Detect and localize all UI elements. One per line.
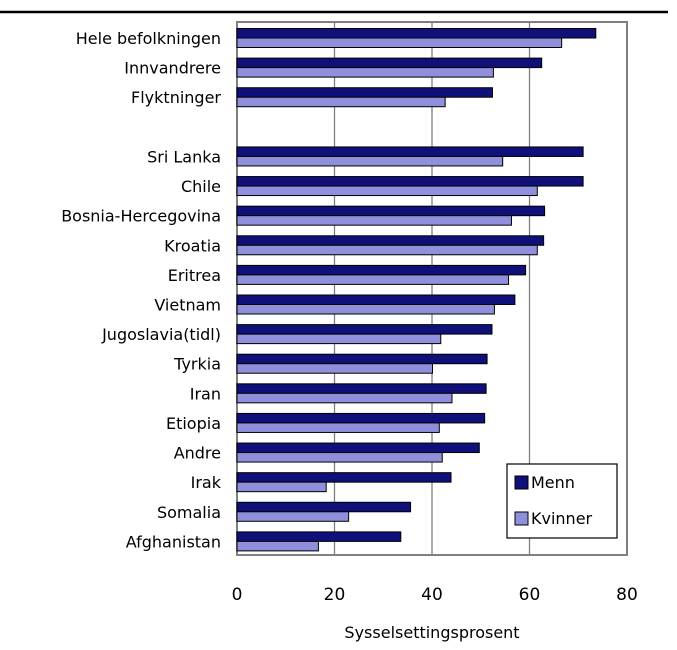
bar-kvinner-12 xyxy=(236,392,453,404)
category-label: Sri Lanka xyxy=(147,147,221,166)
category-label: Jugoslavia(tidl) xyxy=(101,325,221,344)
bar-kvinner-4 xyxy=(236,155,504,167)
category-label: Somalia xyxy=(157,503,221,522)
bar-menn-9 xyxy=(236,294,516,305)
category-label: Tyrkia xyxy=(173,355,221,374)
category-label: Vietnam xyxy=(154,296,221,315)
bar-kvinner-15 xyxy=(236,481,327,493)
x-tick-label: 80 xyxy=(616,585,638,605)
bar-kvinner-5 xyxy=(236,185,538,197)
bar-kvinner-11 xyxy=(236,363,433,374)
category-label: Bosnia-Hercegovina xyxy=(61,207,221,226)
x-tick-label: 0 xyxy=(232,585,243,605)
plot-area-frame xyxy=(236,21,628,556)
bar-menn-8 xyxy=(236,264,527,276)
bar-kvinner-2 xyxy=(236,96,446,108)
bar-kvinner-6 xyxy=(236,215,512,226)
category-label: Flyktninger xyxy=(131,88,221,107)
category-label: Afghanistan xyxy=(126,532,221,551)
bar-kvinner-0 xyxy=(236,37,563,48)
bar-menn-7 xyxy=(236,235,545,246)
category-label: Hele befolkningen xyxy=(76,29,221,48)
bar-menn-12 xyxy=(236,383,487,394)
bar-menn-6 xyxy=(236,205,546,217)
bar-menn-5 xyxy=(236,176,584,187)
x-tick-label: 40 xyxy=(421,585,443,605)
bar-kvinner-17 xyxy=(236,540,319,552)
bar-menn-2 xyxy=(236,87,493,98)
category-label: Irak xyxy=(191,473,222,492)
bar-kvinner-7 xyxy=(236,244,538,256)
bar-kvinner-8 xyxy=(236,274,510,285)
category-label: Etiopia xyxy=(166,414,221,433)
bar-kvinner-9 xyxy=(236,304,495,315)
legend-swatch-menn xyxy=(514,475,529,490)
x-axis-title: Sysselsettingsprosent xyxy=(344,623,519,642)
bar-menn-10 xyxy=(236,324,493,335)
bar-kvinner-13 xyxy=(236,422,440,433)
category-label: Iran xyxy=(190,384,221,403)
bar-menn-1 xyxy=(236,57,543,69)
bar-kvinner-1 xyxy=(236,67,494,78)
bar-menn-13 xyxy=(236,412,486,424)
bar-kvinner-10 xyxy=(236,333,442,345)
category-label: Chile xyxy=(181,177,221,196)
bar-menn-11 xyxy=(236,353,488,365)
category-label: Andre xyxy=(174,444,221,463)
x-tick-labels: 0 20 40 60 80 xyxy=(232,585,638,605)
category-label: Kroatia xyxy=(164,236,221,255)
bar-menn-4 xyxy=(236,146,584,157)
legend-label-kvinner: Kvinner xyxy=(531,509,593,528)
category-label: Innvandrere xyxy=(124,59,221,78)
bar-menn-15 xyxy=(236,472,452,483)
x-tick-label: 20 xyxy=(324,585,346,605)
bar-menn-14 xyxy=(236,442,480,454)
category-label: Eritrea xyxy=(168,266,221,285)
bar-menn-0 xyxy=(236,28,597,39)
bar-kvinner-16 xyxy=(236,511,350,522)
legend-label-menn: Menn xyxy=(531,473,575,492)
bar-menn-16 xyxy=(236,501,412,513)
x-tick-label: 60 xyxy=(519,585,541,605)
bars xyxy=(236,28,597,552)
bar-kvinner-14 xyxy=(236,452,443,463)
legend: Menn Kvinner xyxy=(506,463,618,539)
bar-menn-17 xyxy=(236,531,402,542)
legend-swatch-kvinner xyxy=(514,511,529,526)
category-labels: Hele befolkningen Innvandrere Flyktninger S… xyxy=(61,29,222,551)
